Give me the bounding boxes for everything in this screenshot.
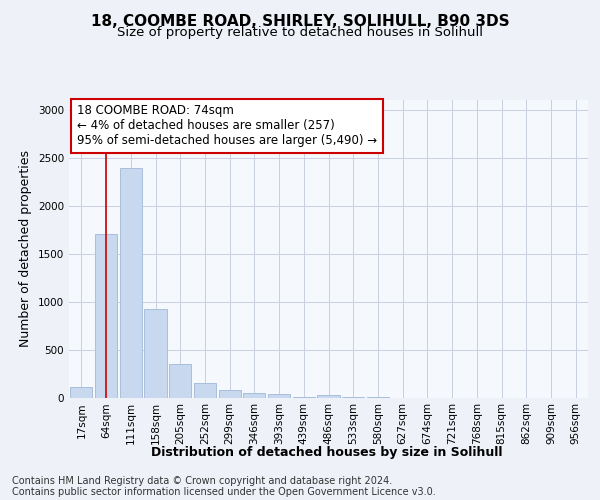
Bar [218, 390, 241, 398]
Text: Contains HM Land Registry data © Crown copyright and database right 2024.: Contains HM Land Registry data © Crown c… [12, 476, 392, 486]
Bar [70, 387, 92, 398]
Bar [95, 234, 117, 398]
Text: 18 COOMBE ROAD: 74sqm
← 4% of detached houses are smaller (257)
95% of semi-deta: 18 COOMBE ROAD: 74sqm ← 4% of detached h… [77, 104, 377, 148]
Y-axis label: Number of detached properties: Number of detached properties [19, 150, 32, 348]
Text: Contains public sector information licensed under the Open Government Licence v3: Contains public sector information licen… [12, 487, 436, 497]
Bar [243, 392, 265, 398]
Bar [268, 394, 290, 398]
Bar [145, 309, 167, 398]
Text: 18, COOMBE ROAD, SHIRLEY, SOLIHULL, B90 3DS: 18, COOMBE ROAD, SHIRLEY, SOLIHULL, B90 … [91, 14, 509, 29]
Text: Size of property relative to detached houses in Solihull: Size of property relative to detached ho… [117, 26, 483, 39]
Text: Distribution of detached houses by size in Solihull: Distribution of detached houses by size … [151, 446, 503, 459]
Bar [119, 168, 142, 398]
Bar [194, 383, 216, 398]
Bar [317, 394, 340, 398]
Bar [169, 364, 191, 398]
